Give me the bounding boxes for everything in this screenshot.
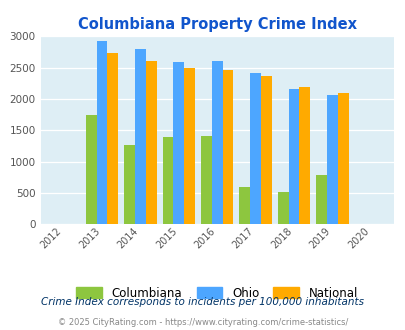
Bar [135,50,145,224]
Bar [249,73,260,224]
Bar [326,95,337,224]
Bar [96,41,107,224]
Bar [145,61,156,224]
Bar [222,70,233,224]
Bar [277,192,288,224]
Bar [124,146,135,224]
Bar [315,175,326,224]
Bar [184,68,194,224]
Bar [239,187,249,224]
Title: Columbiana Property Crime Index: Columbiana Property Crime Index [77,17,356,32]
Bar [337,93,347,224]
Bar [211,61,222,224]
Bar [200,136,211,224]
Bar [288,89,298,224]
Bar [260,77,271,224]
Text: Crime Index corresponds to incidents per 100,000 inhabitants: Crime Index corresponds to incidents per… [41,297,364,307]
Bar [86,115,96,224]
Bar [107,53,118,224]
Bar [298,87,309,224]
Legend: Columbiana, Ohio, National: Columbiana, Ohio, National [76,287,357,300]
Bar [173,62,184,224]
Text: © 2025 CityRating.com - https://www.cityrating.com/crime-statistics/: © 2025 CityRating.com - https://www.city… [58,318,347,327]
Bar [162,137,173,224]
